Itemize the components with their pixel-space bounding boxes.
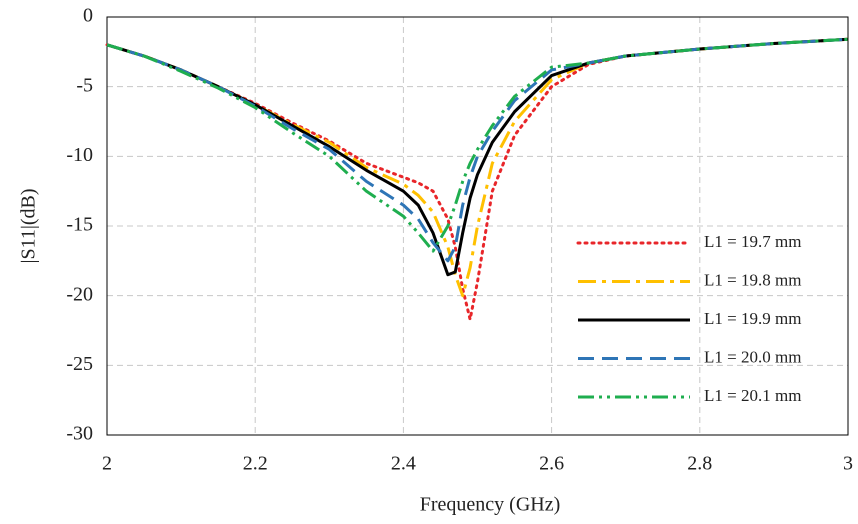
- y-axis-label: |S11|(dB): [18, 188, 40, 263]
- y-tick-label: -5: [76, 74, 93, 96]
- x-tick-label: 2.2: [243, 453, 268, 475]
- y-tick-label: -30: [66, 423, 93, 445]
- plot-border: [106, 16, 849, 436]
- x-tick-label: 3: [843, 453, 853, 475]
- data-line: [106, 37, 849, 298]
- x-tick-label: 2.4: [391, 453, 416, 475]
- y-tick-label: -10: [66, 144, 93, 166]
- x-tick-label: 2: [102, 453, 112, 475]
- y-tick-label: 0: [83, 5, 93, 27]
- y-tick-label: -15: [66, 214, 93, 236]
- legend: L1 = 19.7 mm L1 = 19.8 mm L1 = 19.9 mm L1 =…: [576, 232, 801, 405]
- legend-label: L1 = 19.9 mm: [704, 309, 801, 328]
- data-line: [106, 37, 849, 253]
- legend-label: L1 = 19.7 mm: [704, 232, 801, 251]
- y-tick-label: -25: [66, 353, 93, 375]
- y-tick-label: -20: [66, 283, 93, 305]
- legend-label: L1 = 19.8 mm: [704, 270, 801, 289]
- legend-label: L1 = 20.1 mm: [704, 386, 801, 405]
- x-axis-label: Frequency (GHz): [420, 494, 561, 516]
- legend-label: L1 = 20.0 mm: [704, 347, 801, 366]
- x-tick-label: 2.6: [539, 453, 564, 475]
- x-tick-label: 2.8: [687, 453, 712, 475]
